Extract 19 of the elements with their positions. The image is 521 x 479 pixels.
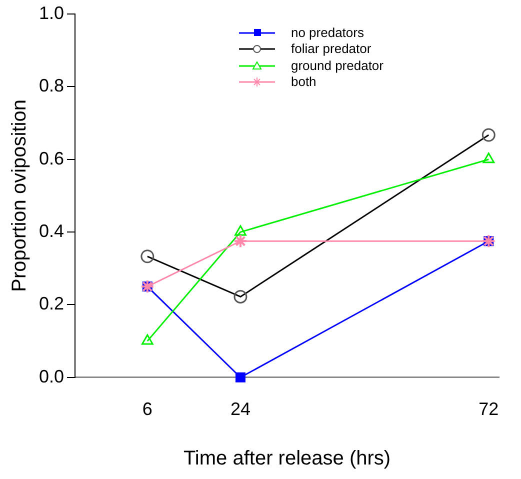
x-tick-label: 72 xyxy=(478,399,499,420)
y-axis-title: Proportion oviposition xyxy=(8,100,31,292)
legend-label: foliar predator xyxy=(290,41,372,56)
point xyxy=(234,225,246,236)
legend-label: no predators xyxy=(290,24,364,40)
y-tick-label: 0.8 xyxy=(38,76,64,96)
point xyxy=(482,152,495,164)
legend-label: ground predator xyxy=(290,58,384,73)
point xyxy=(233,234,248,248)
x-axis-title: Time after release (hrs) xyxy=(183,448,391,470)
y-tick-label: 1.0 xyxy=(38,2,64,23)
y-tick-label: 0.6 xyxy=(38,148,64,168)
x-tick-label: 6 xyxy=(142,399,152,420)
x-tick-label: 24 xyxy=(230,399,250,420)
point xyxy=(235,372,246,382)
y-tick-label: 0.4 xyxy=(38,221,64,242)
legend-label: both xyxy=(290,74,316,90)
y-tick-label: 0.0 xyxy=(38,366,64,386)
y-tick-label: 0.2 xyxy=(38,294,64,314)
